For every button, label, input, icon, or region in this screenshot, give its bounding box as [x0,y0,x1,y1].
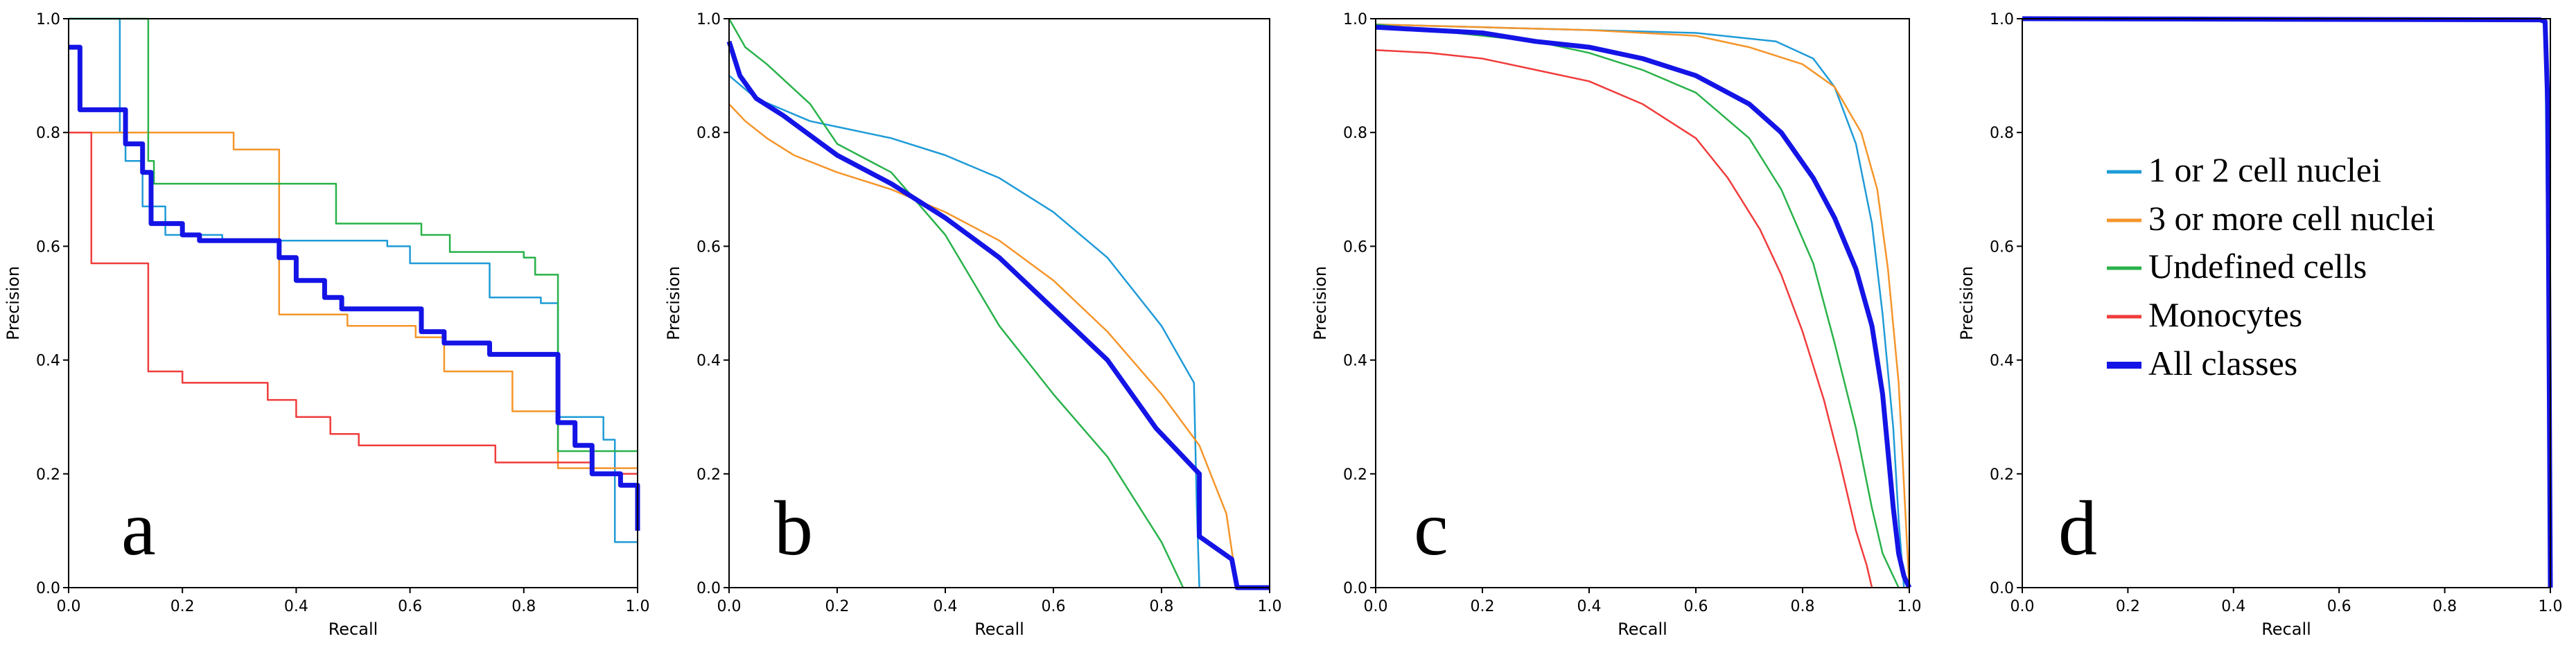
x-tick-label-b-5: 1.0 [1258,598,1282,615]
series-line-a-undefined-cells [69,17,638,453]
y-axis-label-c: Precision [1311,266,1330,340]
legend-label-monocytes: Monocytes [2148,295,2302,334]
x-tick-label-b-1: 0.2 [825,598,850,615]
series-line-b-3-or-more-cell-nuclei [728,103,1238,588]
panel-d-chart: 0.0 0.2 0.4 0.6 0.8 1.0 0.0 0.2 0.4 0.6 0.8 1.0 Reca… [1957,11,2563,639]
x-tick-label-c-1: 0.2 [1471,598,1495,615]
legend-label-1-or-2-cell-nuclei: 1 or 2 cell nuclei [2148,150,2381,189]
x-tick-label-d-2: 0.4 [2221,598,2245,615]
x-tick-label-c-0: 0.0 [1364,598,1388,615]
x-tick-label-d-0: 0.0 [2010,598,2035,615]
series-line-c-monocytes [1375,49,1873,588]
y-axis-label-b: Precision [664,266,683,340]
x-tick-label-d-1: 0.2 [2116,598,2140,615]
x-tick-label-c-3: 0.6 [1684,598,1708,615]
x-axis-label-b: Recall [974,620,1024,639]
y-tick-label-b-0: 0.0 [696,580,721,597]
panel-letter-d: d [2058,486,2097,572]
y-tick-label-a-2: 0.4 [36,353,60,370]
y-axis-label-d: Precision [1957,266,1977,340]
legend-label-3-or-more-cell-nuclei: 3 or more cell nuclei [2148,199,2435,238]
y-tick-label-a-1: 0.2 [36,466,60,484]
panel-c-chart: 0.0 0.2 0.4 0.6 0.8 1.0 0.0 0.2 0.4 0.6 0.8 1.0 Reca… [1311,11,1922,639]
y-tick-label-a-0: 0.0 [36,580,60,597]
panel-b-chart: 0.0 0.2 0.4 0.6 0.8 1.0 0.0 0.2 0.4 0.6 0.8 1.0 Reca… [664,11,1282,639]
x-axis-label-d: Recall [2261,620,2311,639]
x-tick-label-a-2: 0.4 [284,598,308,615]
series-line-a-1-or-2-cell-nuclei [69,17,638,543]
y-tick-label-d-4: 0.8 [1990,125,2014,142]
y-tick-label-b-5: 1.0 [696,11,721,28]
y-tick-label-a-4: 0.8 [36,125,60,142]
y-tick-label-c-0: 0.0 [1343,580,1367,597]
y-tick-label-c-2: 0.4 [1343,353,1367,370]
x-tick-label-b-3: 0.6 [1042,598,1066,615]
panel-letter-c: c [1414,486,1448,572]
series-line-a-all-classes [69,44,640,531]
series-line-c-undefined-cells [1375,23,1900,588]
y-tick-label-a-3: 0.6 [36,238,60,256]
x-axis-label-a: Recall [328,620,378,639]
y-tick-label-c-3: 0.6 [1343,238,1367,256]
plot-frame-b [728,18,1270,588]
y-tick-label-b-3: 0.6 [696,238,721,256]
panel-a-chart: 0.0 0.2 0.4 0.6 0.8 1.0 0.0 0.2 0.4 0.6 0.8 1.0 Reca… [3,11,650,639]
y-tick-label-b-4: 0.8 [696,125,721,142]
x-tick-label-b-4: 0.8 [1150,598,1174,615]
x-tick-label-d-5: 1.0 [2539,598,2563,615]
series-line-a-monocytes [69,131,638,475]
y-tick-label-d-1: 0.2 [1990,466,2014,484]
plot-frame-c [1375,18,1910,588]
x-tick-label-b-2: 0.4 [934,598,958,615]
y-tick-label-c-1: 0.2 [1343,466,1367,484]
x-tick-label-a-1: 0.2 [170,598,195,615]
y-tick-label-d-0: 0.0 [1990,580,2014,597]
y-tick-label-a-5: 1.0 [36,11,60,28]
y-tick-label-d-3: 0.6 [1990,238,2014,256]
x-tick-label-d-3: 0.6 [2327,598,2351,615]
series-line-b-1-or-2-cell-nuclei [728,75,1200,588]
y-tick-label-c-4: 0.8 [1343,125,1367,142]
series-line-a-3-or-more-cell-nuclei [69,131,638,469]
plot-frame-a [68,18,638,588]
y-axis-label-a: Precision [3,266,23,340]
x-tick-label-a-0: 0.0 [57,598,81,615]
x-tick-label-d-4: 0.8 [2433,598,2457,615]
x-tick-label-a-3: 0.6 [398,598,422,615]
legend: 1 or 2 cell nuclei 3 or more cell nuclei… [2107,150,2435,383]
panel-letter-b: b [774,486,813,572]
panel-letter-a: a [121,486,156,572]
x-tick-label-b-0: 0.0 [717,598,742,615]
x-axis-label-c: Recall [1618,620,1667,639]
y-tick-label-d-2: 0.4 [1990,353,2014,370]
x-tick-label-a-5: 1.0 [626,598,650,615]
x-tick-label-c-2: 0.4 [1577,598,1602,615]
y-tick-label-b-1: 0.2 [696,466,721,484]
x-tick-label-c-4: 0.8 [1791,598,1815,615]
x-tick-label-a-4: 0.8 [511,598,536,615]
y-tick-label-d-5: 1.0 [1990,11,2014,28]
series-line-d-all-classes [2022,16,2553,588]
y-tick-label-c-5: 1.0 [1343,11,1367,28]
series-line-b-all-classes [726,40,1270,590]
y-tick-label-b-2: 0.4 [696,353,721,370]
x-tick-label-c-5: 1.0 [1898,598,1922,615]
legend-label-all-classes: All classes [2148,344,2297,383]
plot-frame-d [2022,18,2551,588]
series-line-c-all-classes [1375,24,1912,589]
series-line-c-3-or-more-cell-nuclei [1375,23,1911,588]
legend-label-undefined-cells: Undefined cells [2148,247,2367,286]
